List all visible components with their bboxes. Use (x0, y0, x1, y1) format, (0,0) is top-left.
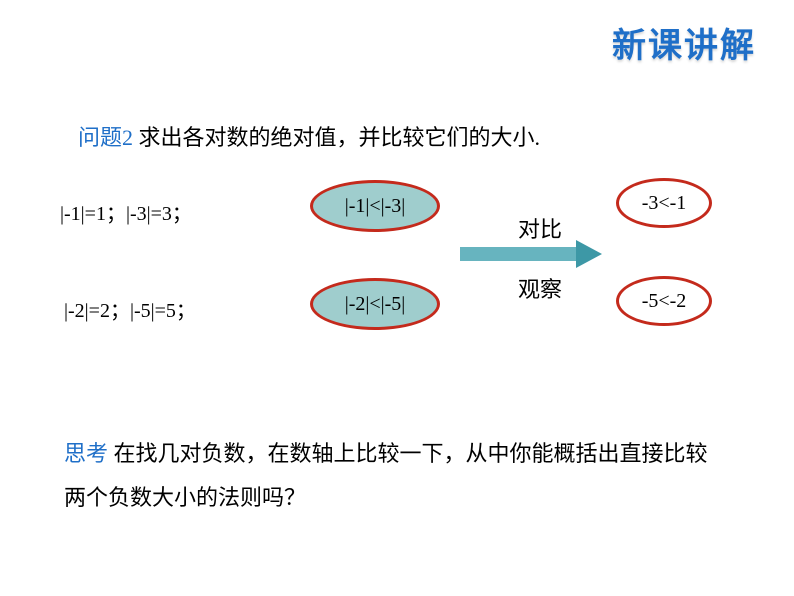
row2-abs-ellipse: |-2|<|-5| (310, 278, 440, 330)
think-text: 在找几对负数，在数轴上比较一下，从中你能概括出直接比较两个负数大小的法则吗？ (64, 441, 708, 510)
row1-left-text: |-1|=1；|-3|=3； (60, 197, 192, 226)
question-text: 求出各对数的绝对值，并比较它们的大小. (133, 125, 540, 150)
page-title: 新课讲解 (612, 18, 756, 67)
row1-result-text: -3<-1 (642, 192, 687, 215)
row2-result-ellipse: -5<-2 (616, 276, 712, 326)
think-label: 思考 (64, 441, 108, 466)
question-label: 问题2 (78, 125, 133, 150)
compare-label-2: 观察 (518, 272, 562, 304)
row1-abs-text: |-1|<|-3| (345, 195, 406, 218)
row1-result-ellipse: -3<-1 (616, 178, 712, 228)
question-row: 问题2 求出各对数的绝对值，并比较它们的大小. (78, 120, 540, 152)
arrow-head (576, 240, 602, 268)
arrow-shaft (460, 247, 576, 261)
row2-result-text: -5<-2 (642, 290, 687, 313)
think-block: 思考 在找几对负数，在数轴上比较一下，从中你能概括出直接比较两个负数大小的法则吗… (64, 432, 724, 520)
row2-abs-text: |-2|<|-5| (345, 293, 406, 316)
arrow-icon (460, 240, 602, 268)
row1-abs-ellipse: |-1|<|-3| (310, 180, 440, 232)
row2-left-text: |-2|=2；|-5|=5； (64, 294, 196, 323)
